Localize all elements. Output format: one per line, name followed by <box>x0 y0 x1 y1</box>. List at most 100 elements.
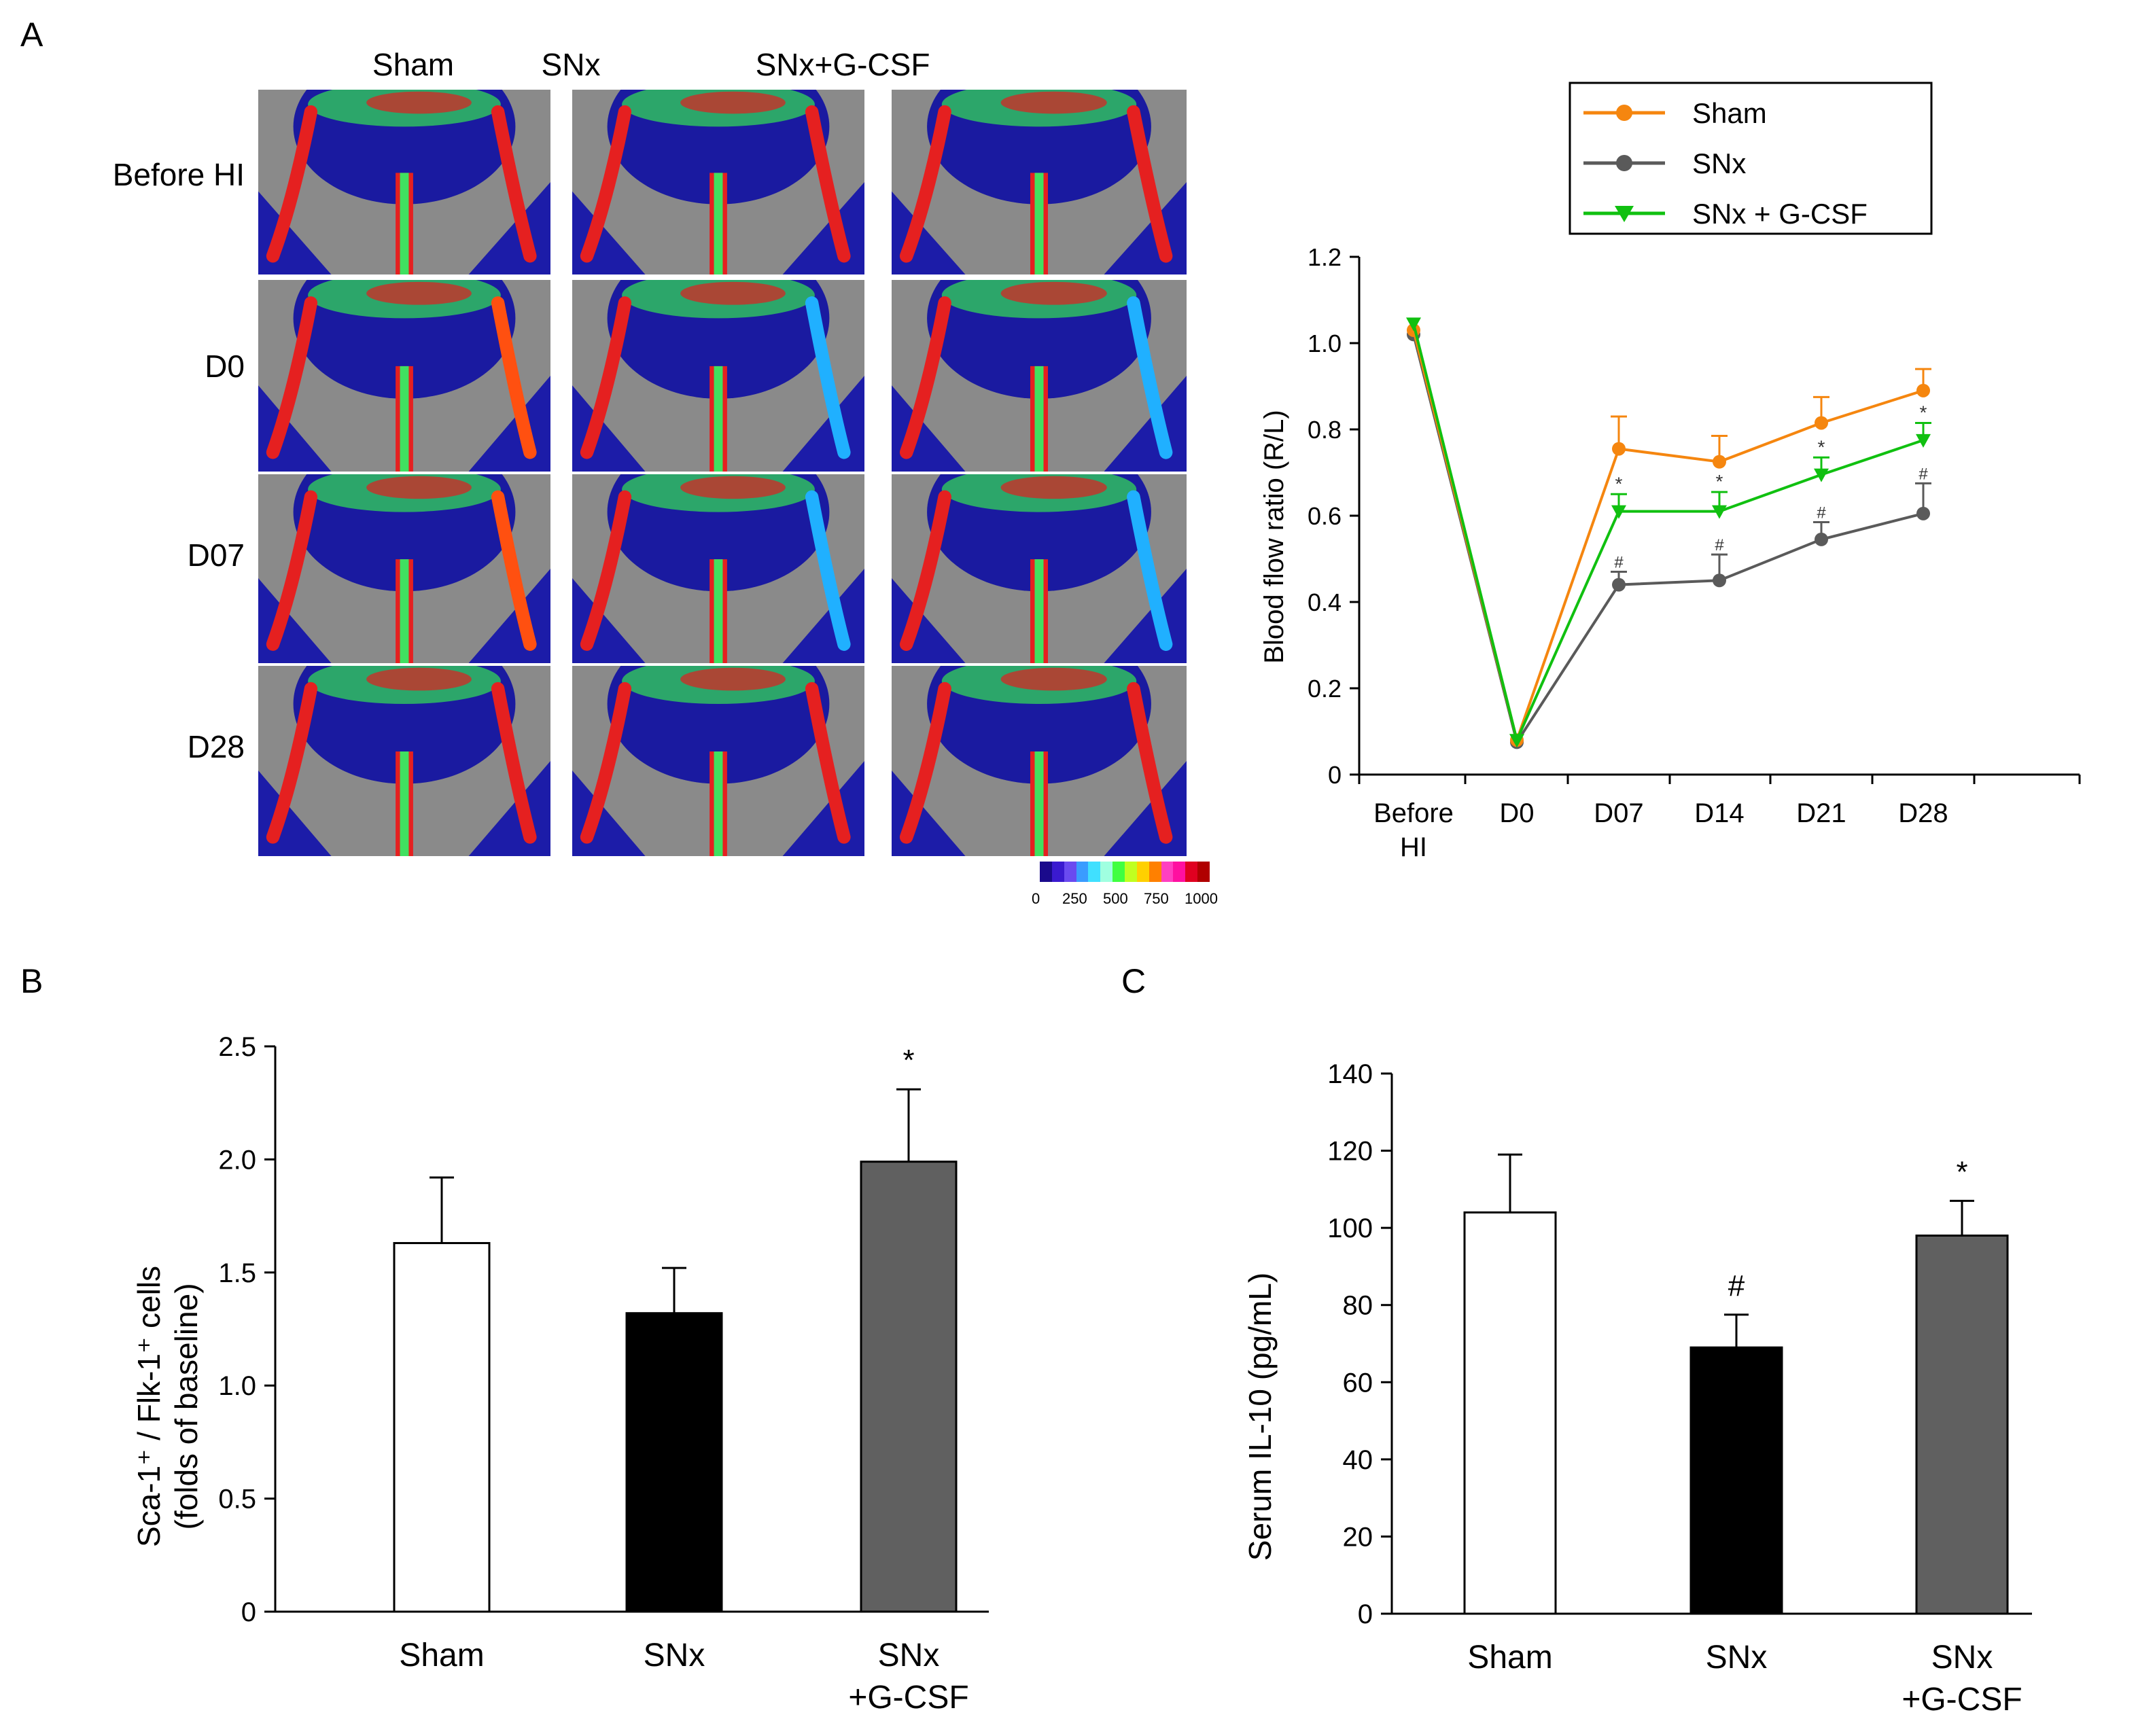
x-tick-label: Sham <box>399 1637 484 1673</box>
hip-hotspot <box>366 91 472 114</box>
legend-label: Sham <box>1692 97 1767 129</box>
right-leg <box>805 490 851 651</box>
perfusion-image-drawing <box>572 666 864 856</box>
colorbar-swatch <box>1040 862 1052 882</box>
y-tick-label: 1.2 <box>1308 243 1342 271</box>
significance-mark: * <box>903 1044 914 1077</box>
perfusion-image-drawing <box>258 90 550 274</box>
colorbar-swatch <box>1149 862 1161 882</box>
tail-core <box>714 173 723 274</box>
data-point <box>1713 455 1726 469</box>
y-tick-label: 0.5 <box>218 1485 256 1514</box>
perfusion-image-d0-snx <box>572 280 864 472</box>
data-point <box>1815 416 1828 430</box>
y-tick-label: 20 <box>1343 1522 1373 1552</box>
x-tick-label: D0 <box>1499 798 1534 828</box>
data-point <box>1916 383 1930 397</box>
panel-letter-c: C <box>1121 962 1146 1000</box>
perfusion-colorbar <box>1040 862 1210 882</box>
perfusion-image-d28-gcsf <box>892 666 1187 856</box>
x-tick-label: Before <box>1373 798 1454 828</box>
y-axis-label: Serum IL-10 (pg/mL) <box>1242 1273 1278 1561</box>
data-point <box>1612 442 1626 456</box>
perfusion-image-d28-snx <box>572 666 864 856</box>
left-leg <box>899 681 951 844</box>
colorbar-swatch <box>1185 862 1198 882</box>
y-axis-label-line1: Sca-1⁺ / Flk-1⁺ cells <box>131 1266 167 1547</box>
colorbar-swatch <box>1076 862 1089 882</box>
hip-hotspot <box>366 667 472 691</box>
y-tick-label: 0 <box>1358 1599 1373 1629</box>
left-leg <box>580 296 632 459</box>
left-leg <box>899 105 951 263</box>
x-tick-label: D21 <box>1796 798 1846 828</box>
right-leg <box>1127 105 1173 263</box>
perfusion-image-d28-sham <box>258 666 550 856</box>
colorbar-tick-1000: 1000 <box>1185 890 1218 907</box>
right-leg <box>1127 681 1173 844</box>
x-tick-label: SNx <box>1931 1640 1993 1676</box>
colorbar-swatch <box>1161 862 1174 882</box>
perfusion-image-d07-gcsf <box>892 474 1187 663</box>
y-tick-label: 0.6 <box>1308 502 1342 530</box>
tail-core <box>1034 366 1044 472</box>
hip-hotspot <box>680 281 786 305</box>
bar <box>393 1242 491 1613</box>
tail-core <box>1034 751 1044 856</box>
tail-core <box>400 366 409 472</box>
perfusion-image-drawing <box>258 280 550 472</box>
right-leg <box>491 681 537 844</box>
colorbar-swatch <box>1100 862 1113 882</box>
perfusion-image-d0-sham <box>258 280 550 472</box>
series-line-0 <box>1412 330 1924 745</box>
tail-core <box>714 366 723 472</box>
y-tick-label: 0 <box>241 1597 256 1627</box>
y-tick-label: 2.0 <box>218 1145 256 1175</box>
y-tick-label: 0.8 <box>1308 416 1342 444</box>
y-tick-label: 60 <box>1343 1368 1373 1398</box>
left-leg <box>580 490 632 651</box>
colorbar-swatch <box>1051 862 1064 882</box>
colorbar-swatch <box>1125 862 1137 882</box>
significance-mark: # <box>1728 1269 1745 1303</box>
significance-mark: # <box>1919 465 1928 483</box>
x-tick-label: SNx <box>644 1637 705 1673</box>
data-point <box>1713 573 1726 588</box>
panel-letter-a: A <box>20 16 43 54</box>
legend: Sham SNx SNx + G-CSF <box>1569 82 1933 235</box>
bar <box>1689 1346 1783 1615</box>
perfusion-image-drawing <box>892 90 1187 274</box>
left-leg <box>580 105 632 263</box>
panel-letter-b: B <box>20 962 43 1000</box>
tail-core <box>714 751 723 856</box>
left-leg <box>266 105 318 263</box>
row-label-d28: D28 <box>187 729 245 764</box>
tail-core <box>400 173 409 274</box>
perfusion-image-drawing <box>892 474 1187 663</box>
y-axis-label: Blood flow ratio (R/L) <box>1259 410 1289 663</box>
right-leg <box>805 105 851 263</box>
x-tick-label: D14 <box>1694 798 1744 828</box>
y-tick-label: 0 <box>1328 761 1342 789</box>
perfusion-image-drawing <box>892 666 1187 856</box>
legend-marker <box>1615 206 1634 222</box>
series-line-1 <box>1412 334 1924 746</box>
tail-core <box>1034 559 1044 663</box>
bar <box>1463 1211 1557 1615</box>
legend-label: SNx + G-CSF <box>1692 198 1868 230</box>
y-tick-label: 2.5 <box>218 1032 256 1062</box>
hip-hotspot <box>680 667 786 691</box>
hip-hotspot <box>680 476 786 499</box>
sca1-flk1-bar-chart: Sca-1⁺ / Flk-1⁺ cells (folds of baseline… <box>131 1032 989 1716</box>
y-tick-label: 40 <box>1343 1445 1373 1475</box>
data-point <box>1916 433 1931 448</box>
data-point <box>1814 468 1829 482</box>
colorbar-tick-750: 750 <box>1144 890 1169 907</box>
series-line-2 <box>1412 323 1924 745</box>
y-axis-label-line2: (folds of baseline) <box>169 1283 204 1529</box>
right-leg <box>491 490 537 651</box>
perfusion-image-before-hi-gcsf <box>892 90 1187 274</box>
significance-mark: # <box>1715 536 1724 554</box>
column-label-gcsf: SNx+G-CSF <box>755 47 930 82</box>
x-tick-label: +G-CSF <box>848 1680 968 1716</box>
